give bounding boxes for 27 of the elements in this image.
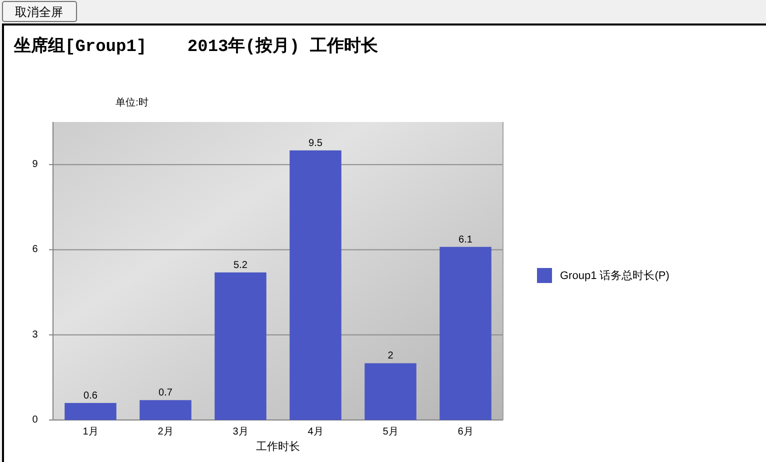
x-tick-label: 4月	[308, 426, 324, 438]
y-tick-label: 0	[32, 414, 38, 426]
x-tick-label: 1月	[82, 426, 98, 438]
x-tick-label: 3月	[232, 426, 248, 438]
chart-title: 坐席组[Group1] 2013年(按月) 工作时长	[13, 36, 379, 57]
data-label: 0.7	[158, 388, 173, 399]
bar	[290, 150, 342, 420]
y-tick-label: 3	[32, 329, 38, 340]
x-tick-label: 5月	[382, 426, 398, 438]
x-axis-title: 工作时长	[256, 440, 300, 453]
bar	[64, 402, 116, 420]
legend-label: Group1 话务总时长(P)	[560, 269, 670, 282]
data-label: 2	[388, 350, 394, 362]
y-tick-label: 6	[32, 244, 38, 256]
y-tick-label: 9	[32, 159, 38, 170]
data-label: 9.5	[308, 138, 323, 149]
bar	[364, 363, 416, 420]
bar	[440, 246, 492, 420]
data-label: 5.2	[234, 260, 248, 271]
bar	[214, 272, 266, 420]
x-tick-label: 2月	[158, 426, 174, 438]
x-tick-label: 6月	[458, 426, 474, 438]
annotation: 取消全屏	[2, 1, 77, 22]
bar	[140, 400, 192, 420]
y-axis-title: 单位:时	[116, 96, 148, 108]
data-label: 0.6	[84, 390, 98, 402]
data-label: 6.1	[458, 234, 473, 246]
